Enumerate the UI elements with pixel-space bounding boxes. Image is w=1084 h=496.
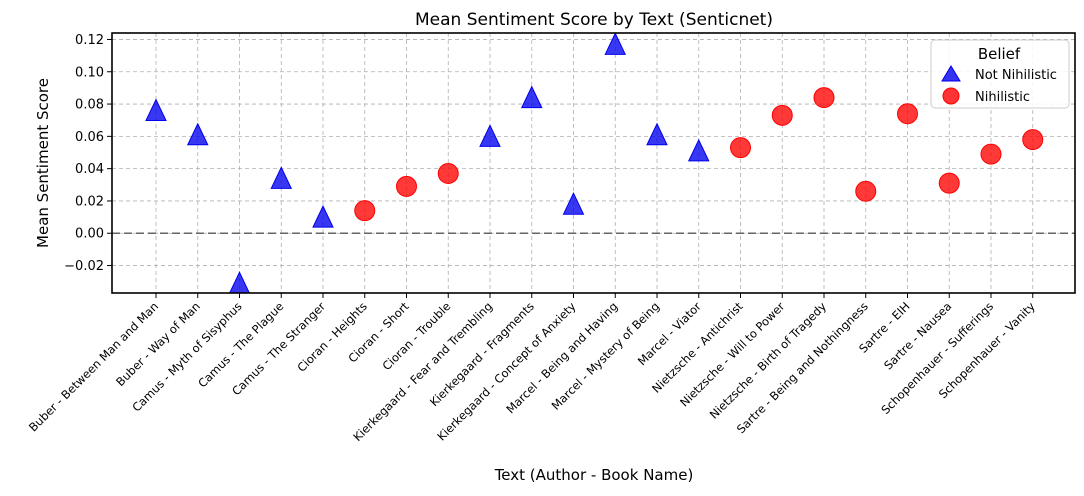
data-point-nihilistic: [396, 175, 417, 197]
y-axis-label: Mean Sentiment Score: [34, 78, 52, 248]
data-point-nihilistic: [813, 87, 835, 109]
y-tick-label: 0.02: [75, 194, 104, 209]
legend-triangle-marker: [941, 65, 961, 82]
data-point-nihilistic: [437, 162, 459, 184]
y-tick-label: 0.08: [75, 98, 104, 113]
data-point-not-nihilistic: [562, 192, 585, 215]
data-point-not-nihilistic: [312, 204, 334, 228]
data-point-not-nihilistic: [229, 271, 250, 293]
y-axis: −0.02 0.00 0.02 0.04 0.06 0.08 0.10 0.12: [64, 33, 112, 274]
data-point-not-nihilistic: [145, 98, 167, 122]
legend-title: Belief: [978, 45, 1021, 63]
data-point-not-nihilistic: [186, 122, 209, 146]
chart-title: Mean Sentiment Score by Text (Senticnet): [415, 10, 773, 30]
y-tick-label: 0.12: [75, 33, 104, 48]
data-point-nihilistic: [771, 104, 793, 126]
data-point-nihilistic: [897, 103, 918, 125]
y-tick-label: 0.06: [75, 130, 104, 145]
data-point-not-nihilistic: [479, 124, 501, 147]
legend-label-nihilistic: Nihilistic: [975, 90, 1030, 105]
data-point-not-nihilistic: [646, 122, 668, 146]
data-point-nihilistic: [354, 200, 376, 222]
data-point-nihilistic: [1022, 129, 1044, 151]
data-point-not-nihilistic: [604, 33, 627, 55]
y-tick-label: 0.00: [75, 227, 104, 242]
y-tick-label: 0.10: [75, 65, 104, 80]
data-points: [145, 33, 1044, 293]
data-point-nihilistic: [938, 172, 960, 194]
plot-frame: [111, 32, 1076, 294]
data-point-nihilistic: [980, 143, 1002, 165]
data-point-nihilistic: [730, 137, 751, 159]
data-point-not-nihilistic: [520, 85, 543, 109]
data-point-not-nihilistic: [270, 166, 293, 189]
legend-circle-marker: [942, 87, 960, 105]
legend-box: [930, 39, 1070, 109]
y-tick-label: −0.02: [64, 259, 104, 274]
legend-label-not-nihilistic: Not Nihilistic: [975, 68, 1057, 83]
y-tick-label: 0.04: [75, 162, 104, 177]
data-point-not-nihilistic: [687, 138, 710, 162]
data-point-nihilistic: [855, 180, 877, 202]
legend: Belief Not Nihilistic Nihilistic: [930, 39, 1070, 109]
x-axis-label: Text (Author - Book Name): [494, 466, 694, 484]
